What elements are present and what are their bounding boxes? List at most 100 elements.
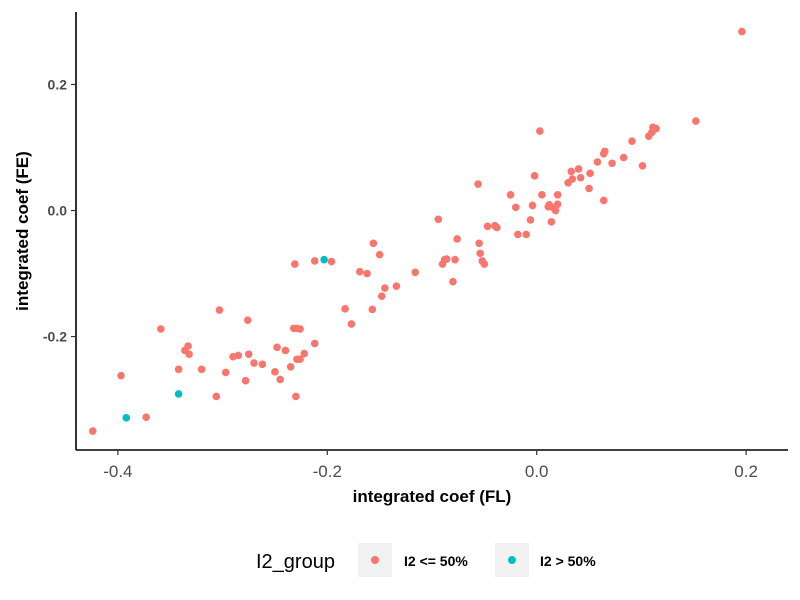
data-point-i2-low [619,153,628,162]
data-point-i2-low [522,230,531,239]
data-point-i2-low [530,172,539,180]
data-point-i2-low [276,375,284,384]
legend-label-2: I2 > 50% [540,553,596,569]
data-point-i2-low [221,368,230,377]
data-point-i2-low [381,284,389,292]
data-point-i2-low [451,255,459,264]
data-point-i2-low [599,196,608,205]
data-point-i2-low [576,173,585,182]
data-point-i2-low [628,137,636,145]
data-point-i2-low [585,184,593,193]
data-point-i2-low [476,249,484,258]
x-tick-label: -0.2 [313,462,342,481]
y-tick-label: 0.2 [48,76,68,92]
legend-label-1: I2 <= 50% [404,553,468,569]
data-point-i2-low [511,203,520,212]
data-point-i2-high [174,390,183,398]
data-point-i2-low [442,255,451,263]
data-point-i2-low [377,292,386,301]
x-axis-ticks: -0.4 -0.2 0.0 0.2 [103,450,758,481]
data-point-i2-low [536,127,544,135]
data-point-i2-low [567,167,576,176]
x-tick-label: 0.0 [525,462,549,481]
data-point-i2-high [320,255,328,264]
data-point-i2-low [347,320,356,328]
data-point-i2-low [273,343,281,352]
data-point-i2-low [474,180,482,188]
x-tick-label: 0.2 [734,462,758,481]
data-point-i2-low [271,368,279,376]
data-point-i2-low [117,371,125,380]
data-point-i2-low [300,349,309,358]
data-point-i2-low [212,392,221,401]
data-point-i2-low [286,363,295,371]
points-layer [88,27,746,435]
data-point-i2-low [142,413,150,422]
data-point-i2-low [369,239,378,248]
data-point-i2-low [553,200,562,209]
data-point-i2-low [88,427,97,435]
y-axis-title: integrated coef (FE) [13,151,32,311]
data-point-i2-low [568,175,577,183]
data-point-i2-low [526,216,535,224]
data-point-i2-low [291,260,299,268]
legend-key-dot-1 [371,556,379,564]
data-point-i2-low [296,355,304,364]
data-point-i2-low [157,325,165,333]
data-point-i2-low [392,282,401,290]
data-point-i2-low [174,365,183,374]
data-point-i2-low [574,165,583,173]
data-point-i2-low [281,346,290,355]
data-point-i2-low [453,235,461,243]
data-point-i2-low [514,230,522,239]
y-axis-ticks: -0.2 0.0 0.2 [43,76,76,345]
data-point-i2-low [375,250,384,259]
data-point-i2-low [449,277,457,286]
data-point-i2-low [493,223,501,232]
data-point-i2-low [310,257,319,265]
data-point-i2-low [593,158,602,166]
data-point-i2-low [243,316,252,324]
x-tick-label: -0.4 [103,462,132,481]
data-point-i2-low [185,350,193,359]
legend: I2_group I2 <= 50% I2 > 50% [256,543,596,577]
data-point-i2-low [184,342,192,350]
data-point-i2-low [310,339,319,348]
data-point-i2-low [692,117,700,125]
x-axis-title: integrated coef (FL) [353,487,512,506]
data-point-i2-low [292,392,300,401]
data-point-i2-low [434,215,443,224]
data-point-i2-low [258,360,267,369]
data-point-i2-low [652,124,660,133]
data-point-i2-low [483,222,492,231]
data-point-i2-low [341,305,349,313]
data-point-i2-low [244,350,253,359]
y-tick-label: -0.2 [43,329,67,345]
data-point-i2-low [250,359,258,367]
data-point-i2-low [738,27,746,36]
data-point-i2-low [234,351,243,360]
y-tick-label: 0.0 [48,203,68,219]
data-point-i2-low [586,169,594,178]
legend-key-dot-2 [508,556,516,564]
data-point-i2-low [363,269,371,278]
data-point-i2-low [600,147,609,156]
data-point-i2-low [368,305,377,314]
data-point-i2-low [296,325,304,333]
data-point-i2-low [197,365,206,374]
legend-title: I2_group [256,551,335,573]
data-point-i2-low [506,190,515,199]
data-point-i2-low [215,306,224,314]
data-point-i2-low [547,218,556,226]
data-point-i2-low [411,268,420,277]
data-point-i2-low [475,239,483,248]
data-point-i2-low [327,257,336,266]
data-point-i2-low [608,159,616,168]
data-point-i2-low [241,376,250,385]
data-point-i2-low [480,260,489,268]
data-point-i2-low [355,267,364,276]
data-point-i2-low [551,206,560,215]
data-point-i2-high [122,414,131,422]
data-point-i2-low [528,201,537,210]
